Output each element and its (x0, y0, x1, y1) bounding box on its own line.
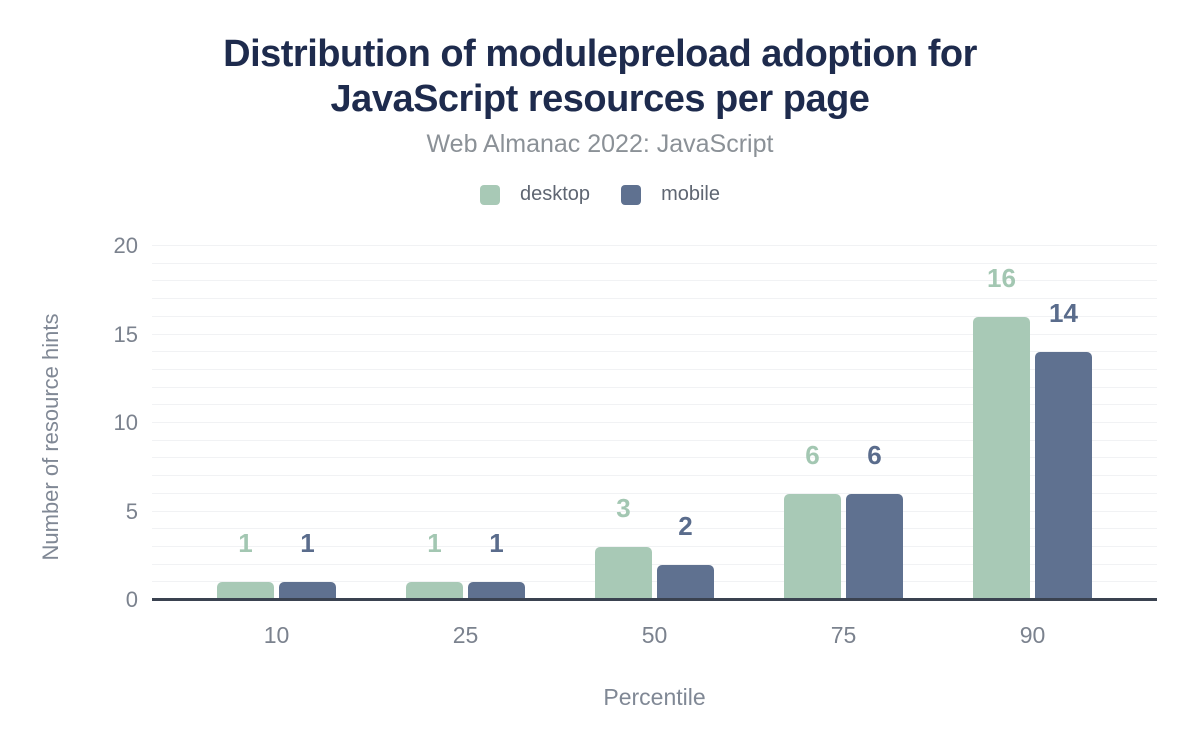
mobile-bar-value-50: 2 (678, 510, 693, 541)
desktop-swatch-icon (480, 184, 500, 205)
bar-group-90: 16 14 (938, 246, 1127, 600)
mobile-bar-90[interactable]: 14 (1035, 300, 1092, 600)
gridline (152, 298, 1157, 300)
legend-label-mobile: mobile (661, 183, 720, 205)
desktop-bar-90[interactable]: 16 (973, 265, 1030, 600)
gridline (152, 457, 1157, 459)
gridline (152, 262, 1157, 264)
mobile-bar-value-10: 1 (300, 528, 315, 559)
desktop-bar-value-25: 1 (427, 528, 442, 559)
y-tick-label: 20 (113, 233, 138, 258)
desktop-bar-value-50: 3 (616, 492, 631, 523)
mobile-bar-value-75: 6 (867, 439, 882, 470)
gridline (152, 351, 1157, 353)
x-tick-label-25: 25 (452, 622, 479, 648)
mobile-swatch-icon (621, 184, 642, 205)
gridline (152, 528, 1157, 530)
x-axis-baseline (152, 598, 1157, 601)
chart-subtitle: Web Almanac 2022: JavaScript (426, 130, 774, 158)
y-tick-label: 5 (125, 498, 138, 524)
gridline (152, 386, 1157, 388)
legend: desktop mobile (0, 183, 1200, 206)
chart-title: Distribution of modulepreload adoption f… (0, 32, 1200, 122)
y-tick-label: 10 (113, 410, 138, 435)
gridline (152, 333, 1157, 335)
x-tick-label-10: 10 (263, 622, 290, 648)
x-tick-label-75: 75 (830, 622, 857, 648)
gridline (152, 280, 1157, 282)
gridline (152, 439, 1157, 441)
legend-item-desktop: desktop (480, 183, 590, 206)
desktop-bar-50[interactable]: 3 (595, 495, 652, 600)
mobile-bar-50[interactable]: 2 (657, 513, 714, 600)
gridline (152, 581, 1157, 583)
x-axis-title: Percentile (603, 684, 706, 710)
desktop-bar-value-10: 1 (238, 528, 253, 559)
chart-title-line-1: Distribution of modulepreload adoption f… (223, 33, 977, 75)
y-tick-label: 0 (125, 587, 138, 612)
gridline (152, 315, 1157, 317)
mobile-bar-value-90: 14 (1049, 298, 1078, 329)
gridline (152, 422, 1157, 423)
desktop-bar-value-75: 6 (805, 439, 820, 470)
x-tick-label-90: 90 (1019, 622, 1046, 648)
gridline (152, 475, 1157, 477)
mobile-bar-25[interactable]: 1 (468, 530, 525, 600)
mobile-bar-value-25: 1 (489, 528, 504, 559)
desktop-bar-25[interactable]: 1 (406, 530, 463, 600)
gridline (152, 404, 1157, 406)
gridline (152, 545, 1157, 547)
desktop-bar-value-90: 16 (987, 262, 1016, 293)
x-tick-row: 10 25 50 75 90 (152, 622, 1157, 648)
legend-item-mobile: mobile (621, 183, 720, 206)
desktop-bar-10[interactable]: 1 (217, 530, 274, 600)
y-tick-label: 15 (113, 321, 138, 347)
mobile-bar-75[interactable]: 6 (846, 442, 903, 600)
x-tick-label-50: 50 (641, 622, 668, 648)
bar-bands: 1 1 1 1 3 2 6 6 16 14 (152, 246, 1157, 600)
gridline (152, 563, 1157, 565)
plot-area: 1 1 1 1 3 2 6 6 16 14 (152, 245, 1157, 601)
gridline (152, 368, 1157, 370)
gridline (152, 245, 1157, 246)
gridline (152, 492, 1157, 494)
desktop-bar-75[interactable]: 6 (784, 442, 841, 600)
mobile-bar-10[interactable]: 1 (279, 530, 336, 600)
gridline (152, 510, 1157, 512)
chart-title-line-2: JavaScript resources per page (330, 78, 870, 120)
legend-label-desktop: desktop (520, 183, 591, 205)
